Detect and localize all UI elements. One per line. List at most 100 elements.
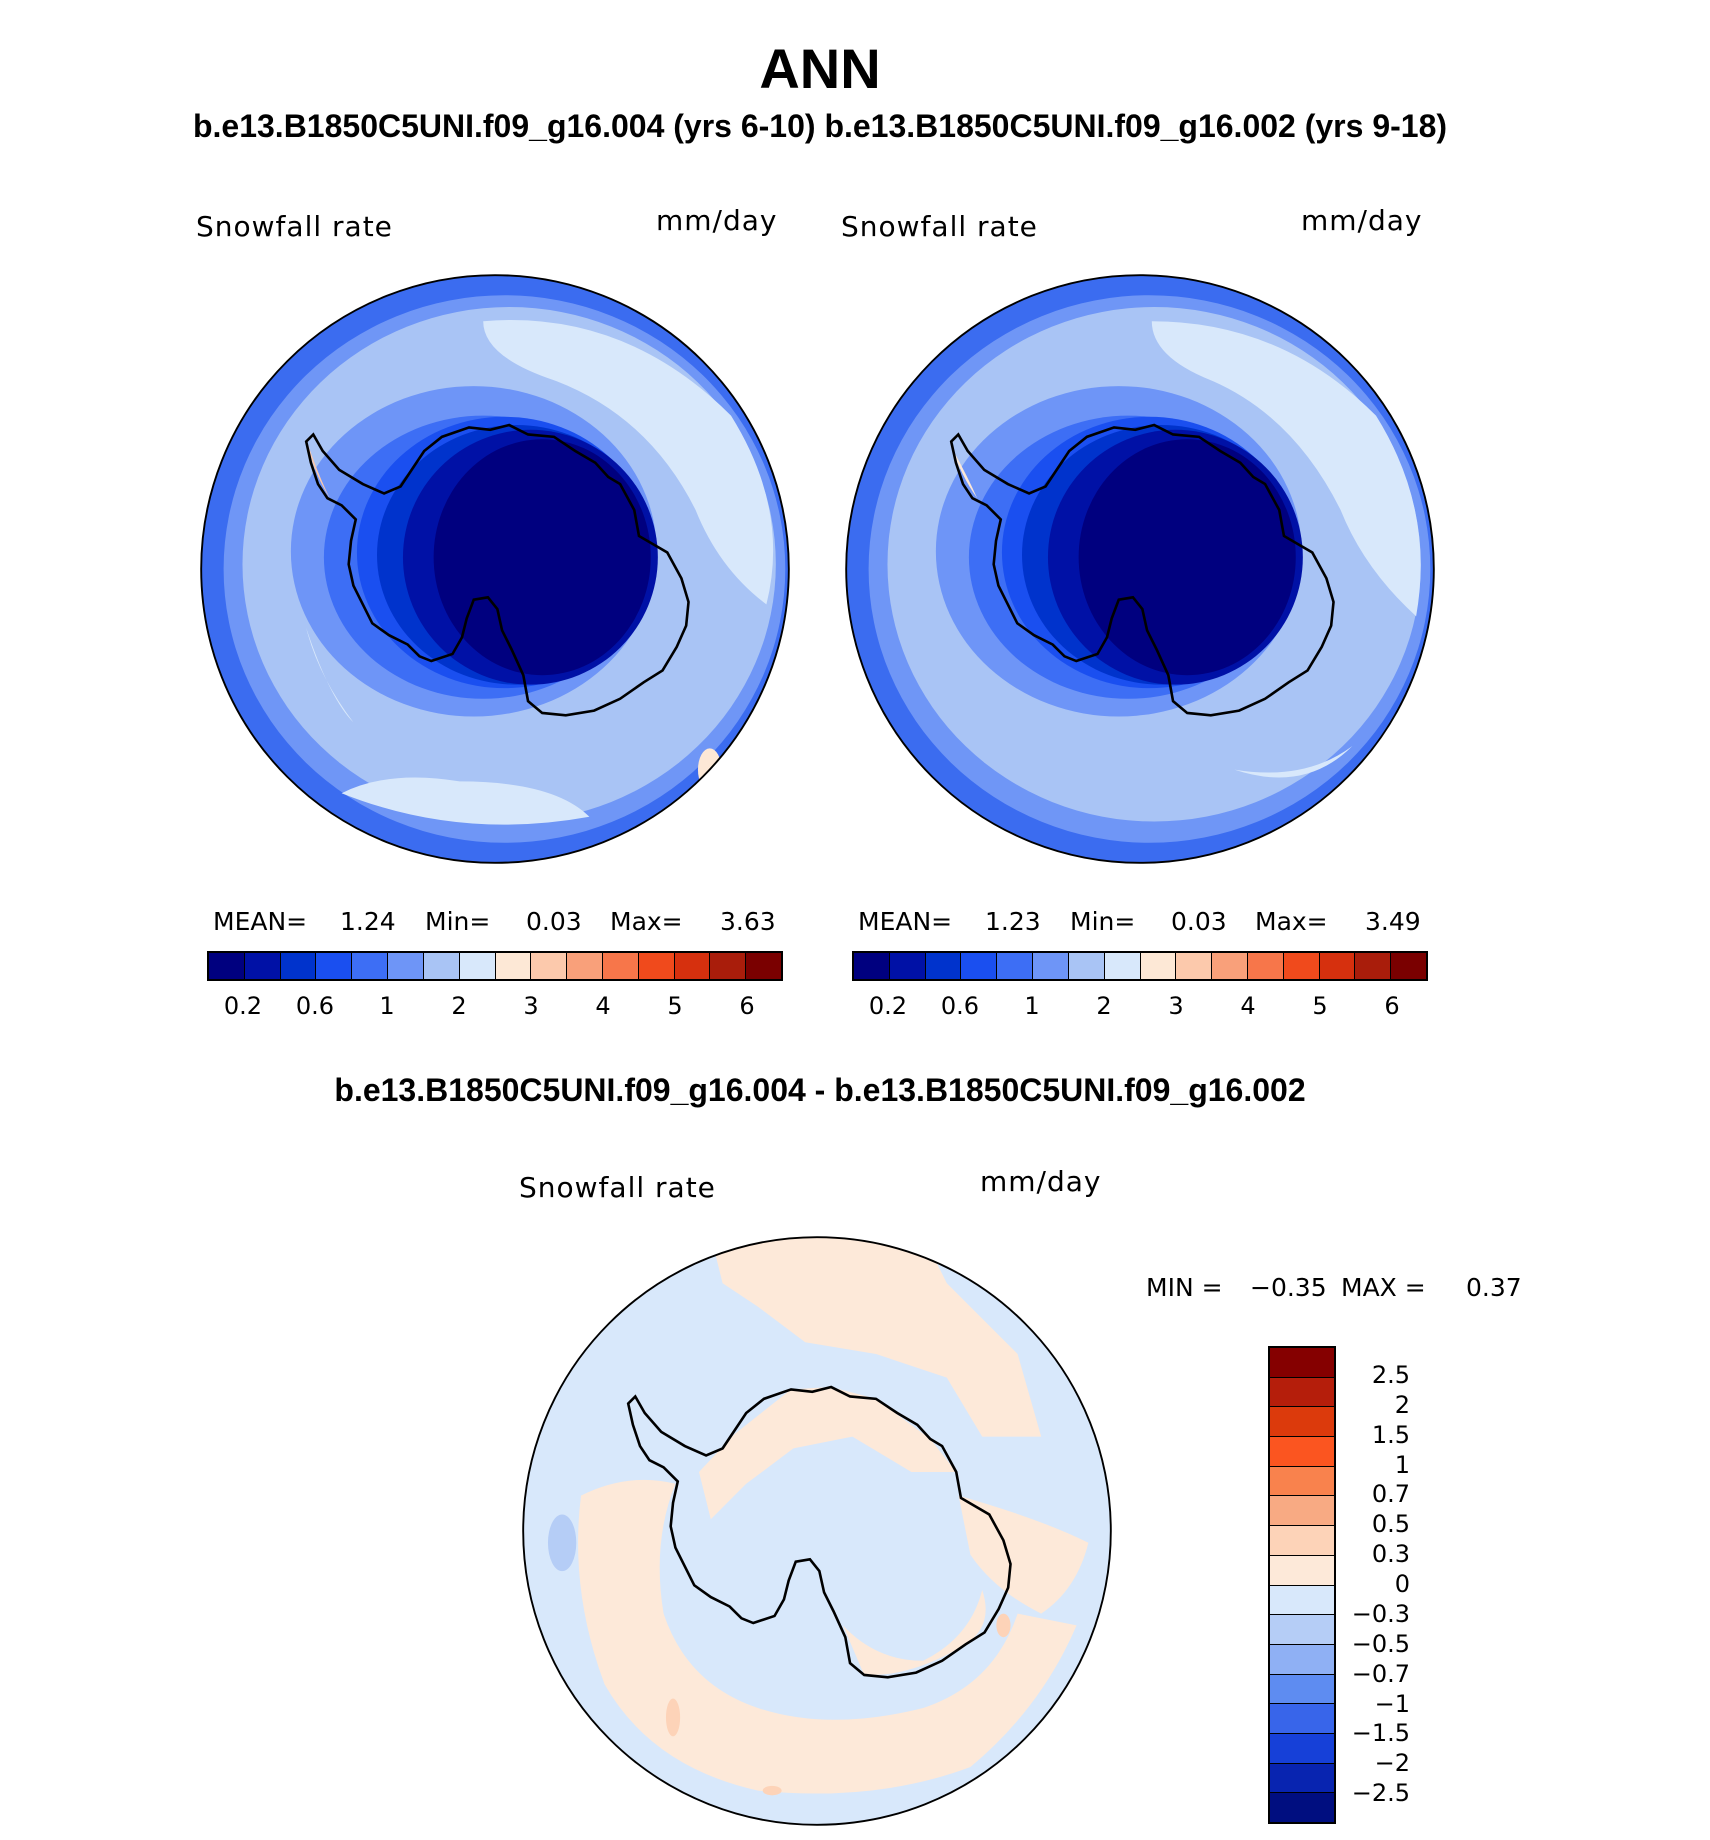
colorbar-cell — [423, 953, 460, 979]
colorbar-cell — [1270, 1644, 1334, 1675]
colorbar-cell — [316, 953, 353, 979]
colorbar-cell — [388, 953, 424, 979]
colorbar-cell — [925, 953, 962, 979]
colorbar-tick-label: 0.6 — [940, 992, 980, 1020]
colorbar-cell — [710, 953, 747, 979]
colorbar-cell — [602, 953, 639, 979]
colorbar-tick-label: −1 — [1374, 1689, 1410, 1718]
colorbar-cell — [1319, 953, 1356, 979]
figure-subtitle-top: b.e13.B1850C5UNI.f09_g16.004 (yrs 6-10) … — [192, 108, 1448, 144]
panel2-mean-label: MEAN= — [858, 907, 953, 936]
colorbar-tick-label: 0.5 — [1371, 1510, 1410, 1539]
colorbar-cell — [495, 953, 532, 979]
colorbar-tick-label: −0.3 — [1351, 1599, 1410, 1628]
colorbar-cell — [209, 953, 245, 979]
colorbar-cell — [638, 953, 675, 979]
colorbar-cell — [1391, 953, 1426, 979]
panel1-mean-value: 1.24 — [340, 907, 396, 936]
colorbar-cell — [854, 953, 890, 979]
colorbar-cell — [1270, 1674, 1334, 1705]
colorbar-tick-label: 1 — [379, 992, 395, 1020]
figure-title: ANN — [759, 37, 881, 100]
colorbar-cell — [1270, 1585, 1334, 1616]
colorbar-tick-label: 2 — [1096, 992, 1112, 1020]
diff-colorbar — [1268, 1346, 1336, 1824]
colorbar-cell — [1176, 953, 1213, 979]
colorbar-cell — [889, 953, 926, 979]
panel2-max-label: Max= — [1255, 907, 1328, 936]
colorbar-tick-label: −2 — [1374, 1749, 1410, 1778]
colorbar-tick-label: 5 — [667, 992, 683, 1020]
colorbar-cell — [531, 953, 568, 979]
colorbar-cell — [1270, 1466, 1334, 1497]
colorbar-tick-label: 0.6 — [295, 992, 335, 1020]
panel2-colorbar — [852, 951, 1428, 981]
colorbar-tick-label: 3 — [523, 992, 539, 1020]
colorbar-cell — [1270, 1555, 1334, 1586]
diff-max-label: MAX = — [1341, 1273, 1426, 1302]
colorbar-tick-label: 0 — [1394, 1570, 1410, 1598]
diff-colorbar-ticks: 2.5 2 1.5 1 0.7 0.5 0.3 0 −0.3 −0.5 −0.7 −1 −1.5 −2 −2… — [1340, 1346, 1480, 1824]
colorbar-cell — [746, 953, 781, 979]
colorbar-cell — [1270, 1793, 1334, 1822]
colorbar-tick-label: 4 — [595, 992, 611, 1020]
diff-polar-map — [522, 1236, 1112, 1826]
panel2-variable-label: Snowfall rate — [841, 210, 1038, 243]
colorbar-cell — [1104, 953, 1141, 979]
colorbar-tick-label: −2.5 — [1351, 1779, 1410, 1808]
colorbar-tick-label: 0.3 — [1371, 1540, 1410, 1569]
panel1-colorbar — [207, 951, 783, 981]
colorbar-cell — [459, 953, 496, 979]
diff-min-value: −0.35 — [1250, 1273, 1327, 1302]
colorbar-tick-label: 0.7 — [1371, 1480, 1410, 1509]
panel1-max-value: 3.63 — [720, 907, 776, 936]
diff-subtitle: b.e13.B1850C5UNI.f09_g16.004 - b.e13.B18… — [334, 1072, 1306, 1108]
panel1-min-label: Min= — [425, 907, 491, 936]
colorbar-cell — [567, 953, 603, 979]
panel2-min-value: 0.03 — [1171, 907, 1227, 936]
panel2-polar-map — [845, 274, 1435, 864]
colorbar-cell — [1140, 953, 1177, 979]
panel1-min-value: 0.03 — [526, 907, 582, 936]
colorbar-tick-label: −0.7 — [1351, 1659, 1410, 1688]
panel2-max-value: 3.49 — [1365, 907, 1421, 936]
colorbar-cell — [280, 953, 317, 979]
colorbar-cell — [1270, 1704, 1334, 1734]
colorbar-tick-label: 6 — [1384, 992, 1400, 1020]
diff-units-label: mm/day — [980, 1165, 1102, 1198]
colorbar-tick-label: −1.5 — [1351, 1719, 1410, 1748]
diff-max-value: 0.37 — [1466, 1273, 1522, 1302]
colorbar-cell — [674, 953, 711, 979]
colorbar-cell — [1270, 1348, 1334, 1378]
colorbar-tick-label: 2 — [1394, 1390, 1410, 1419]
colorbar-cell — [244, 953, 281, 979]
colorbar-cell — [1270, 1377, 1334, 1408]
panel1-mean-label: MEAN= — [213, 907, 308, 936]
colorbar-cell — [1033, 953, 1069, 979]
colorbar-cell — [1270, 1437, 1334, 1467]
panel1-units-label: mm/day — [656, 204, 778, 237]
colorbar-tick-label: 0.2 — [868, 992, 908, 1020]
panel1-max-label: Max= — [610, 907, 683, 936]
colorbar-cell — [1355, 953, 1392, 979]
colorbar-cell — [1270, 1763, 1334, 1794]
panel1-colorbar-ticks: 0.2 0.6 1 2 3 4 5 6 — [207, 992, 783, 1022]
panel2-colorbar-ticks: 0.2 0.6 1 2 3 4 5 6 — [852, 992, 1428, 1022]
colorbar-tick-label: 0.2 — [223, 992, 263, 1020]
colorbar-cell — [997, 953, 1034, 979]
diff-min-label: MIN = — [1146, 1273, 1223, 1302]
colorbar-cell — [1283, 953, 1320, 979]
colorbar-cell — [352, 953, 389, 979]
colorbar-cell — [1247, 953, 1284, 979]
colorbar-cell — [1270, 1526, 1334, 1556]
colorbar-tick-label: 1 — [1024, 992, 1040, 1020]
colorbar-tick-label: 1.5 — [1371, 1420, 1410, 1449]
panel2-mean-value: 1.23 — [985, 907, 1041, 936]
colorbar-tick-label: 6 — [739, 992, 755, 1020]
colorbar-tick-label: 4 — [1240, 992, 1256, 1020]
colorbar-cell — [1270, 1733, 1334, 1764]
colorbar-tick-label: 5 — [1312, 992, 1328, 1020]
colorbar-cell — [1270, 1496, 1334, 1527]
colorbar-cell — [1068, 953, 1105, 979]
colorbar-cell — [1270, 1615, 1334, 1645]
